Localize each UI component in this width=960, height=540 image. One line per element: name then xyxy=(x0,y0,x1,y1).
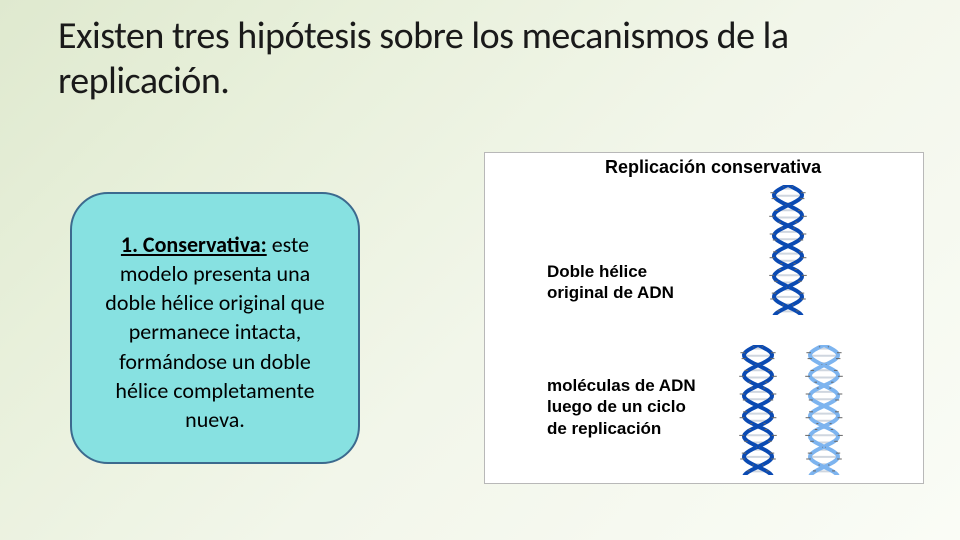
diagram-label-line: moléculas de ADN xyxy=(547,376,696,395)
diagram-label-original: Doble hélice original de ADN xyxy=(547,261,674,304)
page-title: Existen tres hipótesis sobre los mecanis… xyxy=(58,14,908,104)
diagram-title: Replicación conservativa xyxy=(605,157,821,178)
dna-helix-icon xyxy=(733,345,783,475)
callout-rest: este modelo presenta una doble hélice or… xyxy=(105,231,324,432)
diagram-label-line: original de ADN xyxy=(547,283,674,302)
diagram-label-line: luego de un ciclo xyxy=(547,397,686,416)
callout-text: 1. Conservativa: este modelo presenta un… xyxy=(92,230,338,433)
dna-helix-icon xyxy=(799,345,849,475)
diagram-label-after: moléculas de ADN luego de un ciclo de re… xyxy=(547,375,696,439)
callout-conservativa: 1. Conservativa: este modelo presenta un… xyxy=(70,192,360,464)
callout-lead: 1. Conservativa: xyxy=(121,231,267,258)
diagram-panel: Replicación conservativa Doble hélice or… xyxy=(484,152,924,484)
diagram-label-line: de replicación xyxy=(547,419,661,438)
dna-helix-icon xyxy=(763,185,813,315)
diagram-label-line: Doble hélice xyxy=(547,262,647,281)
